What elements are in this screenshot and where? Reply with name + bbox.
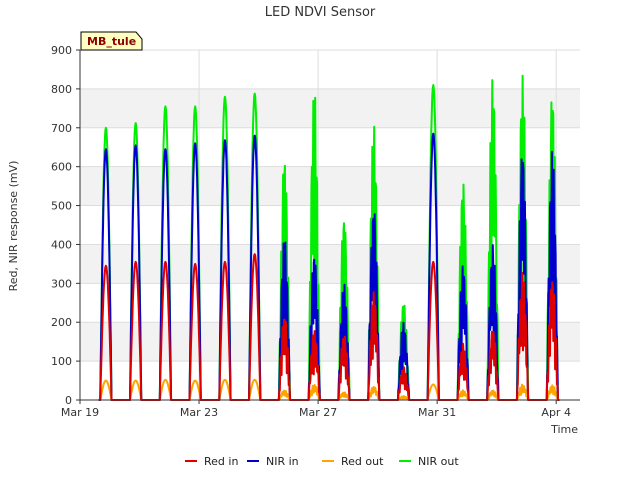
y-tick-label: 100	[51, 355, 72, 368]
legend: Red in NIR in Red out NIR out	[185, 455, 459, 468]
y-tick-label: 0	[65, 394, 72, 407]
chart-title: LED NDVI Sensor	[265, 5, 376, 20]
plot-band	[80, 244, 580, 284]
plot-band	[80, 322, 580, 362]
y-axis-label: Red, NIR response (mV)	[7, 161, 20, 292]
x-tick-label: Apr 4	[541, 406, 571, 419]
legend-label: NIR in	[266, 455, 299, 468]
y-tick-label: 400	[51, 238, 72, 251]
legend-item: Red out	[322, 455, 384, 468]
y-tick-label: 800	[51, 83, 72, 96]
y-tick-label: 500	[51, 200, 72, 213]
legend-label: Red in	[204, 455, 238, 468]
y-tick-label: 200	[51, 316, 72, 329]
y-tick-label: 600	[51, 161, 72, 174]
plot-band	[80, 88, 580, 128]
legend-item: NIR in	[247, 455, 299, 468]
axes: 0 100 200 300 400 500 600 700 800 900 Mar 19 Mar 23…	[51, 44, 580, 419]
x-tick-label: Mar 23	[180, 406, 218, 419]
legend-label: NIR out	[418, 455, 459, 468]
legend-label: Red out	[341, 455, 384, 468]
y-tick-label: 900	[51, 44, 72, 57]
y-tick-label: 300	[51, 277, 72, 290]
y-tick-label: 700	[51, 122, 72, 135]
series-line-red-out	[98, 378, 560, 401]
x-tick-label: Mar 27	[299, 406, 337, 419]
legend-item: NIR out	[399, 455, 459, 468]
x-axis-label: Time	[550, 423, 578, 436]
site-badge-label: MB_tule	[87, 35, 136, 48]
legend-item: Red in	[185, 455, 238, 468]
plot-band	[80, 166, 580, 206]
x-tick-label: Mar 19	[61, 406, 99, 419]
site-badge: MB_tule	[80, 31, 143, 51]
plot-bands	[80, 88, 580, 362]
x-tick-label: Mar 31	[418, 406, 456, 419]
